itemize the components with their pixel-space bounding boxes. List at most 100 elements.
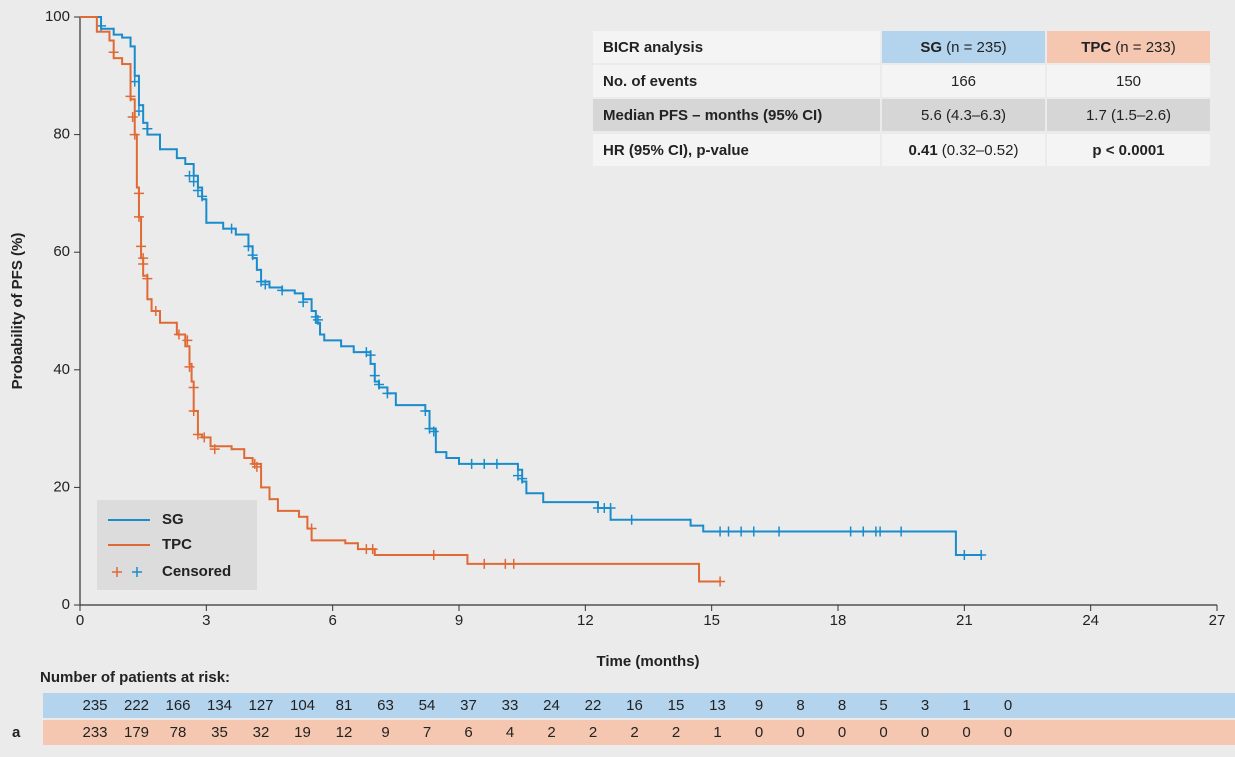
censor-mark — [420, 405, 431, 416]
table-text-rest: (n = 233) — [1115, 39, 1175, 56]
x-tick-label: 12 — [577, 612, 594, 629]
table-text-bold: p < 0.0001 — [1092, 142, 1164, 159]
risk-value: 134 — [207, 697, 232, 714]
y-tick-label: 20 — [53, 478, 70, 495]
table-text-bold: TPC — [1081, 39, 1111, 56]
table-cell — [882, 134, 1045, 166]
risk-row — [43, 693, 1235, 718]
table-text: 166 — [951, 73, 976, 90]
table-cell — [593, 134, 880, 166]
legend-censor-icon — [132, 567, 142, 577]
table-cell — [882, 99, 1045, 131]
x-tick-label: 21 — [956, 612, 973, 629]
censor-mark — [875, 526, 886, 537]
risk-value: 2 — [672, 724, 680, 741]
risk-value: 81 — [336, 697, 353, 714]
table-cell — [882, 65, 1045, 97]
risk-value: 2 — [547, 724, 555, 741]
risk-value: 63 — [377, 697, 394, 714]
risk-value: 8 — [796, 697, 804, 714]
table-text: HR (95% CI), p-value — [603, 142, 749, 159]
censor-mark — [247, 250, 258, 261]
censor-mark — [479, 558, 490, 569]
censor-mark — [306, 523, 317, 534]
risk-value: 104 — [290, 697, 315, 714]
risk-value: 0 — [1004, 724, 1012, 741]
legend-label: SG — [162, 511, 184, 528]
censor-mark — [142, 123, 153, 134]
censor-mark — [199, 432, 210, 443]
x-tick-label: 24 — [1082, 612, 1099, 629]
table-cell — [882, 31, 1045, 63]
y-axis-title: Probability of PFS (%) — [9, 233, 26, 390]
y-tick-label: 80 — [53, 126, 70, 143]
risk-title: Number of patients at risk: — [40, 669, 230, 686]
table-text-bold: 0.41 — [909, 142, 938, 159]
risk-row — [43, 720, 1235, 745]
censor-mark — [736, 526, 747, 537]
risk-value: 235 — [82, 697, 107, 714]
censor-mark — [182, 335, 193, 346]
risk-value: 7 — [423, 724, 431, 741]
risk-value: 16 — [626, 697, 643, 714]
censor-mark — [133, 211, 144, 222]
risk-value: 9 — [381, 724, 389, 741]
risk-value: 1 — [962, 697, 970, 714]
x-tick-label: 15 — [703, 612, 720, 629]
table-cell — [593, 65, 880, 97]
censor-mark — [226, 223, 237, 234]
table-text: BICR analysis — [603, 39, 703, 56]
risk-value: 12 — [336, 724, 353, 741]
censor-mark — [136, 241, 147, 252]
censor-mark — [365, 350, 376, 361]
censor-mark — [626, 514, 637, 525]
risk-value: 0 — [879, 724, 887, 741]
x-axis-title: Time (months) — [596, 653, 699, 670]
censor-mark — [500, 558, 511, 569]
censor-mark — [369, 370, 380, 381]
table-cell — [1047, 99, 1210, 131]
censor-mark — [197, 191, 208, 202]
censor-mark — [188, 405, 199, 416]
y-tick-label: 100 — [45, 8, 70, 25]
censor-mark — [192, 185, 203, 196]
censor-mark — [367, 544, 378, 555]
x-tick-label: 0 — [76, 612, 84, 629]
risk-value: 2 — [589, 724, 597, 741]
legend-censor-icon — [112, 567, 122, 577]
censor-mark — [108, 47, 119, 58]
risk-value: 4 — [506, 724, 514, 741]
risk-value: 32 — [253, 724, 270, 741]
table-text: TPC (n = 233) — [1081, 39, 1175, 56]
risk-value: 1 — [713, 724, 721, 741]
censor-mark — [428, 550, 439, 561]
x-tick-label: 18 — [830, 612, 847, 629]
risk-value: 78 — [170, 724, 187, 741]
risk-value: 6 — [464, 724, 472, 741]
censor-mark — [723, 526, 734, 537]
legend-label: TPC — [162, 536, 192, 553]
risk-value: 0 — [755, 724, 763, 741]
censor-mark — [133, 188, 144, 199]
censor-mark — [479, 458, 490, 469]
x-tick-label: 3 — [202, 612, 210, 629]
censor-mark — [373, 379, 384, 390]
censor-mark — [260, 279, 271, 290]
x-tick-label: 9 — [455, 612, 463, 629]
censor-mark — [125, 91, 136, 102]
table-text: p < 0.0001 — [1092, 142, 1164, 159]
censor-mark — [845, 526, 856, 537]
risk-value: 9 — [755, 697, 763, 714]
risk-value: 166 — [165, 697, 190, 714]
censor-mark — [184, 170, 195, 181]
table-cell — [593, 99, 880, 131]
censor-mark — [298, 297, 309, 308]
risk-value: 0 — [921, 724, 929, 741]
table-text-bold: SG — [920, 39, 942, 56]
censor-mark — [774, 526, 785, 537]
table-text: Median PFS – months (95% CI) — [603, 107, 822, 124]
y-tick-label: 0 — [62, 596, 70, 613]
censor-mark — [188, 382, 199, 393]
table-text: SG (n = 235) — [920, 39, 1006, 56]
